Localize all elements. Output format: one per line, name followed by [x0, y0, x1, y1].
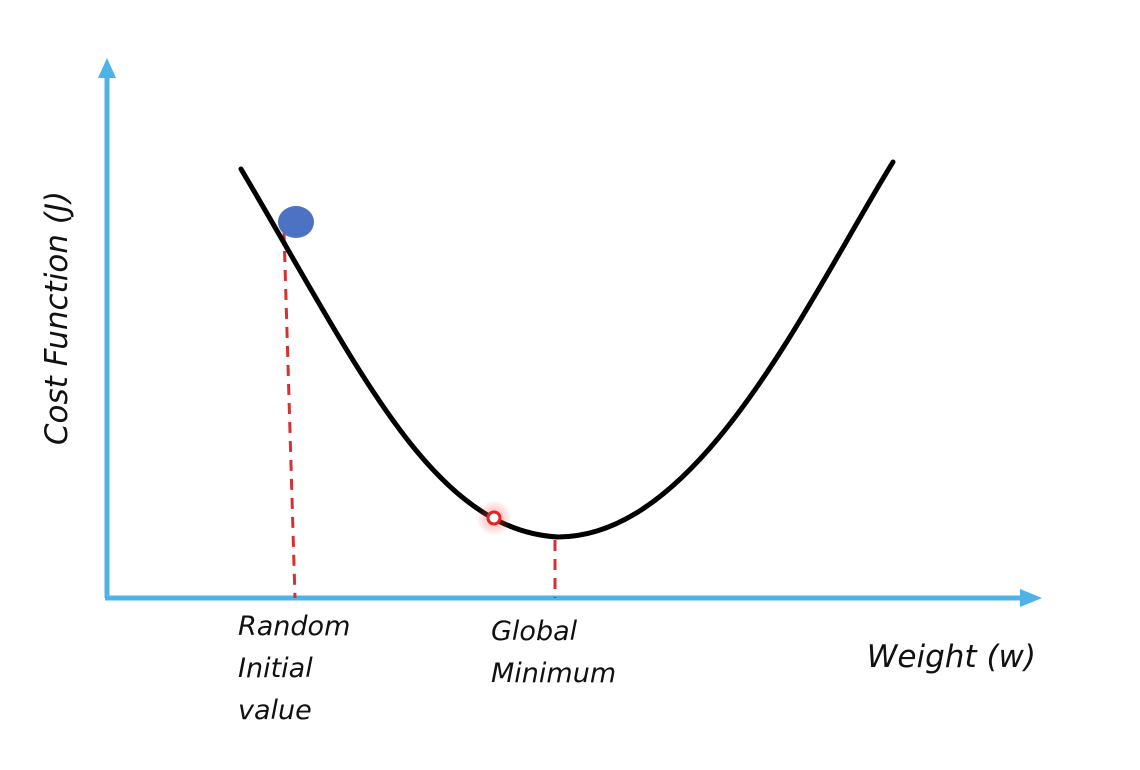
global-minimum-label-line-2: Minimum — [491, 658, 616, 689]
initial-value-guide — [282, 231, 297, 599]
initial-value-label-line-2: Initial — [238, 653, 313, 684]
x-axis-label: Weight (w) — [867, 639, 1036, 675]
initial-value-label-line-1: Random — [238, 611, 350, 642]
x-axis-arrowhead — [1020, 589, 1042, 607]
y-axis-label: Cost Function (J) — [39, 191, 75, 445]
cost-curve — [238, 159, 896, 540]
initial-ball — [278, 206, 314, 238]
y-axis-arrowhead — [98, 58, 116, 78]
initial-value-label-line-3: value — [238, 695, 312, 726]
current-point-marker — [486, 510, 502, 526]
global-minimum-label-line-1: Global — [491, 616, 578, 647]
